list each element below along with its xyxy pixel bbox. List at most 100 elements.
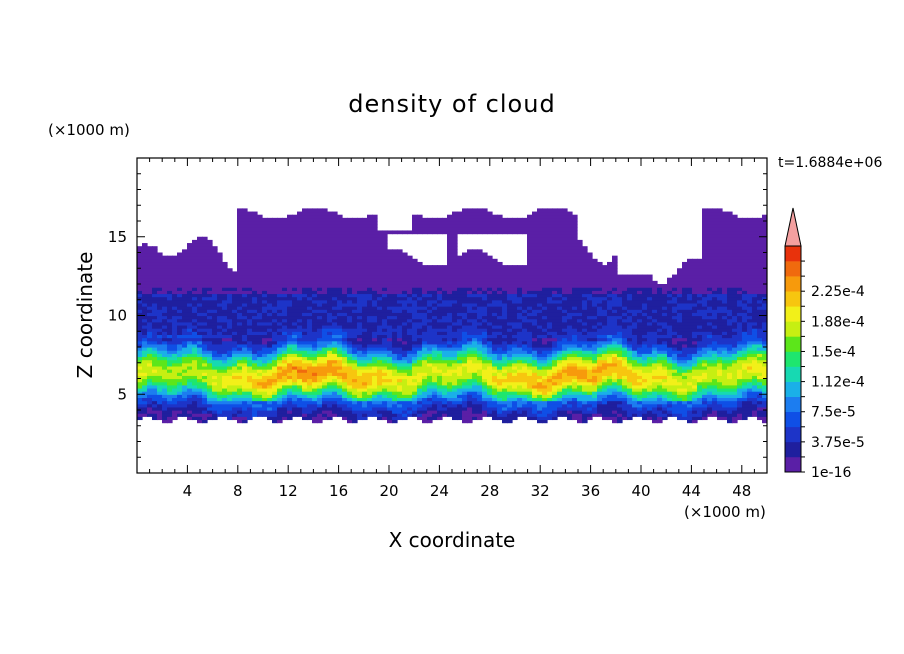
density-cell xyxy=(242,233,248,238)
density-cell xyxy=(477,224,483,228)
density-cell xyxy=(367,312,373,317)
density-cell xyxy=(267,406,273,411)
density-cell xyxy=(412,271,418,276)
density-cell xyxy=(227,312,233,317)
density-cell xyxy=(527,347,533,351)
density-cell xyxy=(172,394,178,398)
density-cell xyxy=(192,277,198,282)
density-cell xyxy=(547,230,553,235)
density-cell xyxy=(437,353,443,358)
density-cell xyxy=(192,296,198,301)
density-cell xyxy=(322,343,328,348)
density-cell xyxy=(362,252,368,257)
density-cell xyxy=(532,246,538,250)
density-cell xyxy=(447,284,453,288)
density-cell xyxy=(192,306,198,310)
density-cell xyxy=(267,293,273,298)
density-cell xyxy=(162,384,168,389)
density-cell xyxy=(417,302,423,307)
density-cell xyxy=(542,384,548,389)
density-cell xyxy=(432,217,438,222)
density-cell xyxy=(207,359,213,364)
density-cell xyxy=(287,321,293,326)
density-cell xyxy=(187,306,193,310)
density-cell xyxy=(522,287,528,291)
density-cell xyxy=(397,331,403,335)
density-cell xyxy=(187,356,193,361)
density-cell xyxy=(312,227,318,232)
density-cell xyxy=(172,280,178,285)
density-cell xyxy=(182,315,188,320)
density-cell xyxy=(247,258,253,263)
density-cell xyxy=(312,246,318,250)
density-cell xyxy=(397,280,403,285)
density-cell xyxy=(497,302,503,307)
density-cell xyxy=(157,410,163,414)
density-cell xyxy=(422,318,428,323)
density-cell xyxy=(472,208,478,213)
density-cell xyxy=(497,280,503,285)
density-cell xyxy=(432,265,438,269)
density-cell xyxy=(307,221,313,225)
density-cell xyxy=(257,261,263,266)
density-cell xyxy=(262,230,268,235)
density-cell xyxy=(157,350,163,354)
density-cell xyxy=(257,233,263,238)
density-cell xyxy=(327,413,333,417)
density-cell xyxy=(487,227,493,232)
density-cell xyxy=(247,211,253,216)
density-cell xyxy=(542,268,548,272)
density-cell xyxy=(507,340,513,345)
density-cell xyxy=(332,221,338,225)
density-cell xyxy=(377,350,383,354)
density-cell xyxy=(347,233,353,238)
density-cell xyxy=(177,384,183,389)
density-cell xyxy=(217,400,223,405)
density-cell xyxy=(337,381,343,386)
density-cell xyxy=(262,255,268,260)
density-cell xyxy=(552,353,558,358)
density-cell xyxy=(357,296,363,301)
density-cell xyxy=(417,378,423,383)
density-cell xyxy=(337,296,343,301)
density-cell xyxy=(477,403,483,408)
density-cell xyxy=(302,315,308,320)
density-cell xyxy=(392,274,398,279)
density-cell xyxy=(332,299,338,304)
density-cell xyxy=(172,312,178,317)
density-cell xyxy=(427,227,433,232)
density-cell xyxy=(232,416,238,421)
density-cell xyxy=(327,306,333,310)
density-cell xyxy=(357,217,363,222)
density-cell xyxy=(342,406,348,411)
density-cell xyxy=(277,321,283,326)
density-cell xyxy=(147,397,153,402)
density-cell xyxy=(377,299,383,304)
density-cell xyxy=(407,284,413,288)
density-cell xyxy=(237,249,243,254)
density-cell xyxy=(317,400,323,405)
density-cell xyxy=(327,302,333,307)
density-cell xyxy=(367,369,373,373)
density-cell xyxy=(147,334,153,339)
density-cell xyxy=(172,284,178,288)
density-cell xyxy=(247,217,253,222)
density-cell xyxy=(252,387,258,392)
density-cell xyxy=(162,312,168,317)
density-cell xyxy=(277,334,283,339)
density-cell xyxy=(212,406,218,411)
density-cell xyxy=(547,287,553,291)
density-cell xyxy=(482,217,488,222)
density-cell xyxy=(442,265,448,269)
density-cell xyxy=(197,347,203,351)
density-cell xyxy=(247,221,253,225)
density-cell xyxy=(282,258,288,263)
density-cell xyxy=(147,299,153,304)
density-cell xyxy=(367,280,373,285)
density-cell xyxy=(547,246,553,250)
density-cell xyxy=(232,309,238,313)
density-cell xyxy=(337,387,343,392)
density-cell xyxy=(497,268,503,272)
density-cell xyxy=(537,280,543,285)
density-cell xyxy=(392,356,398,361)
